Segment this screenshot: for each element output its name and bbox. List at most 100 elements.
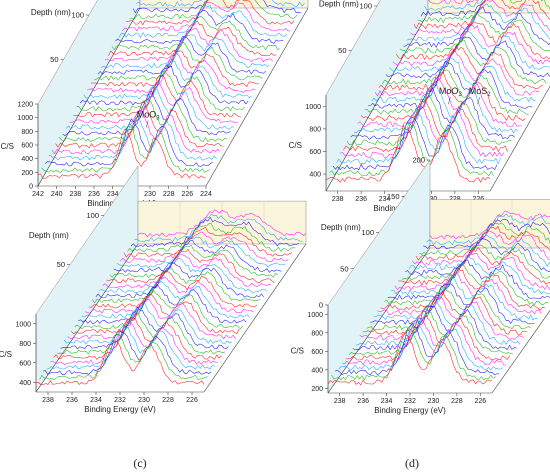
spectrum-trace [78,283,247,325]
spectrum-trace [39,334,208,381]
spectrum-trace [50,319,219,365]
chart-panel: 238 236 234 232 230 228 226 Binding Energy (eV)… [291,156,550,470]
spectrum-trace [106,248,275,283]
spectrum-trace [95,261,265,299]
spectrum-trace [79,64,249,106]
y-tick-label: 600 [21,143,33,150]
spectrum-trace [373,276,538,321]
spectrum-trace [57,312,226,355]
spectrum-trace [406,3,550,42]
y-tick-label: 400 [21,156,33,163]
spectrum-trace [382,39,547,85]
spectrum-trace [102,254,271,289]
spectrum-trace [422,218,550,250]
depth-axis-line [327,247,431,394]
spectrum-trace [420,0,486,17]
spectrum-trace [363,291,528,336]
spectrum-trace [81,281,250,319]
spectrum-trace [354,82,519,134]
spectrum-trace [108,20,277,57]
spectrum-trace [60,306,229,350]
spectrum-trace [99,257,268,294]
depth-tick-label: 50 [338,46,346,55]
spectrum-trace [398,247,550,286]
spectrum-trace [380,267,545,311]
depth-tick-label: 100 [71,11,84,20]
y-tick-label: 1000 [17,115,33,122]
spectrum-trace [405,238,550,276]
y-tick-label: 400 [311,367,323,374]
spectrum-trace [417,0,550,24]
depth-axis-line [35,243,139,393]
y-tick-label: 800 [311,330,323,337]
x-tick-label: 230 [144,191,156,198]
spectrum-trace [403,6,550,48]
y-tick-label: 800 [21,129,33,136]
spectrum-trace [53,317,222,360]
spectrum-trace [132,0,302,14]
spectrum-trace [113,240,282,273]
x-tick-label: 228 [162,397,174,404]
spectrum-trace [408,234,550,271]
depth-tick-label: 150 [387,192,400,201]
spectrum-trace [374,50,540,97]
spectrum-trace [426,213,550,246]
peak-annotation: MoS2 [469,86,492,98]
panel-label: (d) [405,456,419,470]
back-wall [429,199,550,249]
spectrum-trace [42,330,212,375]
spectrum-trace [97,36,266,75]
x-tick-label: 226 [181,191,193,198]
y-axis-title: C/S [289,141,302,150]
y-tick-label: 1000 [305,104,321,111]
depth-tick-label: 50 [340,264,348,273]
chart-panel: 238 236 234 232 230 228 226 Binding Energy (eV)… [0,165,307,470]
spectrum-trace [123,226,293,258]
spectrum-trace [368,60,533,109]
depth-tick-label: 0 [319,301,323,310]
spectrum-trace [83,60,252,100]
peak-annotation-subscript: 3 [458,92,462,98]
spectrum-trace [137,209,307,238]
x-tick-label: 230 [138,397,150,404]
x-axis-title: Binding Energy (eV) [84,405,156,414]
floor-edge [205,7,309,187]
x-tick-label: 236 [88,191,100,198]
spectrum-trace [58,98,228,143]
y-tick-label: 1000 [15,321,31,328]
spectrum-trace [35,340,205,385]
y-axis-title: C/S [291,346,304,355]
x-tick-label: 238 [42,397,54,404]
spectrum-trace [338,319,503,371]
spectrum-trace [116,236,285,268]
spectrum-trace [371,57,536,103]
spectrum-trace [419,222,550,255]
spectrum-trace [62,90,231,136]
spectrum-trace [387,259,550,301]
spectrum-trace [325,124,491,183]
y-tick-label: 200 [311,386,323,393]
x-tick-label: 226 [474,398,486,405]
spectrum-trace [127,223,296,253]
x-tick-label: 230 [428,398,440,405]
spectrum-trace [136,0,305,7]
spectrum-trace [85,276,254,314]
x-tick-label: 228 [163,191,175,198]
spectrum-trace [389,31,550,73]
spectrum-trace [424,0,484,11]
annotation-arrow [477,97,480,105]
peak-annotation-subscript: 3 [156,115,160,121]
y-tick-label: 400 [19,380,31,387]
spectrum-trace [348,306,514,355]
y-axis-title: C/S [1,142,14,151]
y-tick-label: 600 [309,149,321,156]
spectrum-trace [48,112,217,161]
x-tick-label: 238 [69,191,81,198]
spectrum-trace [104,27,273,63]
spectrum-trace [352,305,517,351]
x-tick-label: 228 [451,398,463,405]
depth-tick-label: 50 [50,55,58,64]
annotation-arrow [145,120,149,128]
y-tick-label: 1200 [17,102,33,109]
